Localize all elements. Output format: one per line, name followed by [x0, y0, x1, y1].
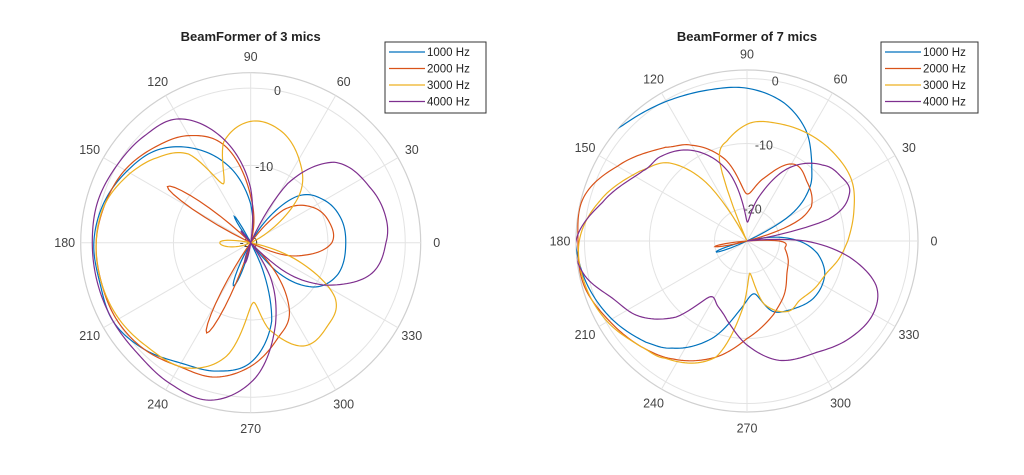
grid-spoke — [250, 95, 337, 243]
angle-tick-label: 270 — [240, 422, 261, 436]
angle-tick-label: 90 — [740, 48, 754, 62]
angle-tick-label: 240 — [643, 396, 664, 410]
legend-label: 4000 Hz — [923, 97, 966, 109]
series-line-1000-hz — [93, 146, 347, 372]
angle-tick-label: 240 — [147, 397, 168, 411]
angle-tick-label: 0 — [433, 236, 440, 250]
legend-label: 2000 Hz — [427, 64, 470, 76]
angle-tick-label: 330 — [401, 329, 422, 343]
grid-spoke — [598, 240, 748, 327]
series-line-4000-hz — [576, 149, 879, 362]
polar-chart-1: BeamFormer of 3 mics 0 30 60 90 120 150 180 210 2… — [54, 29, 487, 436]
grid-spoke — [165, 242, 252, 391]
legend-label: 1000 Hz — [427, 47, 470, 59]
legend-label: 2000 Hz — [923, 64, 966, 76]
grid-spoke — [746, 240, 896, 327]
angle-tick-label: 60 — [337, 75, 351, 89]
grid-spoke — [661, 240, 748, 390]
grid-spoke — [746, 155, 896, 242]
legend-label: 4000 Hz — [427, 97, 470, 109]
angle-tick-label: 330 — [899, 328, 920, 342]
angle-tick-label: 300 — [830, 396, 851, 410]
series-line-3000-hz — [577, 120, 855, 364]
angle-tick-label: 150 — [79, 143, 100, 157]
angle-tick-label: 270 — [737, 422, 758, 436]
angle-tick-label: 90 — [244, 50, 258, 64]
grid-spoke — [103, 157, 251, 244]
legend-label: 3000 Hz — [427, 80, 470, 92]
angle-tick-label: 120 — [643, 73, 664, 87]
series-line-2000-hz — [577, 144, 813, 362]
legend-label: 1000 Hz — [923, 47, 966, 59]
r-tick-label: 0 — [274, 84, 281, 98]
series-line-3000-hz — [95, 120, 337, 369]
legend-box — [880, 41, 979, 114]
grid-spoke — [250, 242, 337, 391]
angle-tick-label: 210 — [79, 329, 100, 343]
angle-tick-label: 180 — [54, 236, 75, 250]
chart-title: BeamFormer of 7 mics — [677, 29, 817, 44]
angle-tick-label: 300 — [333, 397, 354, 411]
polar-chart-2: BeamFormer of 7 mics 0 30 60 90 120 150 180 210 2… — [550, 29, 979, 436]
r-tick-label: -10 — [255, 160, 273, 174]
grid-spoke — [746, 240, 833, 390]
legend: 1000 Hz 2000 Hz 3000 Hz 4000 Hz — [384, 41, 487, 114]
chart-title: BeamFormer of 3 mics — [181, 29, 321, 44]
series-line-4000-hz — [91, 118, 389, 401]
series-line-1000-hz — [576, 86, 826, 349]
r-tick-label: -10 — [755, 138, 773, 152]
grid-spoke — [103, 242, 251, 329]
r-tick-label: 0 — [772, 74, 779, 88]
grid-spoke — [598, 155, 748, 242]
legend: 1000 Hz 2000 Hz 3000 Hz 4000 Hz — [880, 41, 979, 114]
angle-tick-label: 150 — [575, 141, 596, 155]
angle-tick-label: 120 — [147, 75, 168, 89]
legend-label: 3000 Hz — [923, 80, 966, 92]
angle-tick-label: 180 — [550, 235, 571, 249]
angle-tick-label: 210 — [575, 328, 596, 342]
angle-tick-label: 0 — [931, 235, 938, 249]
angle-tick-label: 30 — [902, 141, 916, 155]
angle-tick-label: 60 — [834, 73, 848, 87]
angle-tick-label: 30 — [405, 143, 419, 157]
